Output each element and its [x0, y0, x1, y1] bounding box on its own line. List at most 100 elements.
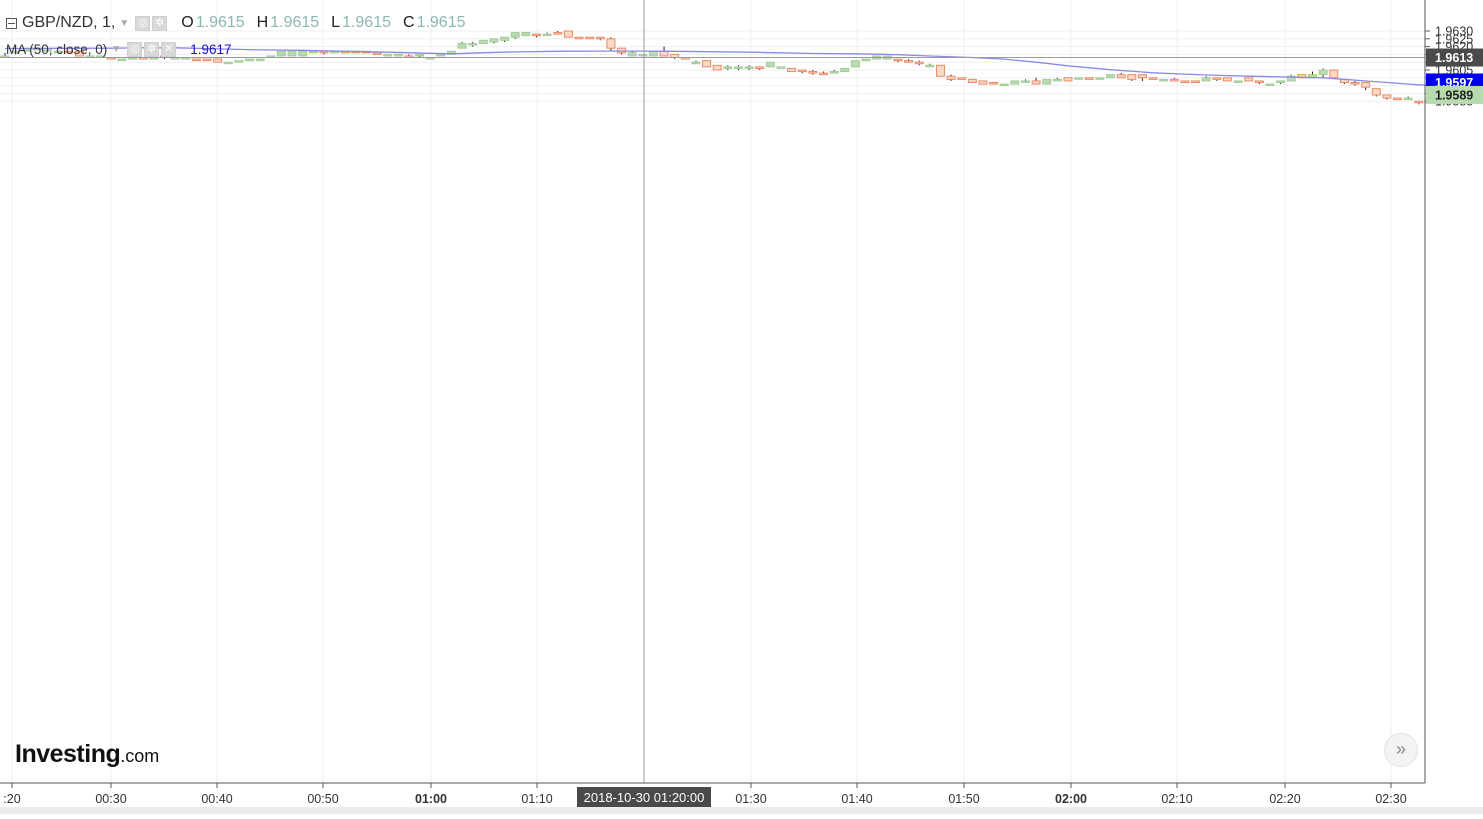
candle-body — [500, 36, 510, 41]
candle-body — [276, 50, 286, 57]
ma-dropdown-caret-icon[interactable]: ▼ — [111, 44, 122, 55]
candle-body — [478, 39, 488, 44]
candle-body — [1350, 81, 1360, 85]
candle-body — [1159, 78, 1169, 82]
candle-body — [978, 80, 988, 85]
candle-body — [1169, 78, 1179, 82]
candle-body — [819, 72, 829, 76]
candle-body — [1254, 80, 1264, 83]
candle-body — [1201, 77, 1211, 82]
candle-body — [904, 60, 914, 63]
candle-body — [43, 49, 53, 52]
x-tick-label: 01:10 — [521, 792, 552, 806]
y-tick-label: 1.9630 — [1435, 25, 1473, 39]
candle-body — [1286, 75, 1296, 82]
candle-body — [1276, 80, 1286, 83]
candle-body — [468, 42, 478, 46]
candle-body — [787, 67, 797, 73]
candle-body — [1329, 69, 1339, 79]
candle-body — [1414, 100, 1424, 104]
x-tick-label: 02:20 — [1269, 792, 1300, 806]
candle-body — [776, 66, 786, 69]
candle-body — [287, 50, 297, 57]
candle-body — [1371, 88, 1381, 96]
crosshair: 2018-10-30 01:20:00 — [0, 0, 1425, 808]
candle-body — [489, 38, 499, 43]
grid — [0, 0, 1425, 783]
symbol-label[interactable]: GBP/NZD, 1, — [22, 14, 116, 31]
candle-body — [691, 61, 701, 65]
candle-body — [648, 50, 658, 57]
ma-settings-icon[interactable]: ✲ — [144, 42, 160, 57]
candle-body — [702, 60, 712, 68]
candle-body — [999, 83, 1009, 87]
candle-body — [659, 50, 669, 57]
dropdown-caret-icon[interactable]: ▼ — [119, 17, 130, 29]
x-tick-label: 00:30 — [95, 792, 126, 806]
high-value: 1.9615 — [270, 14, 320, 31]
candle-body — [298, 50, 308, 57]
candle-body — [638, 53, 648, 57]
candle-body — [1222, 77, 1232, 82]
x-tick-label: 00:50 — [307, 792, 338, 806]
bottom-scrollbar[interactable] — [0, 807, 1483, 814]
y-tick-label: 1.9625 — [1435, 32, 1473, 46]
ma-visibility-icon[interactable]: ◎ — [127, 42, 143, 57]
candle-body — [223, 61, 233, 65]
low-label: L — [331, 14, 341, 31]
candle-body — [606, 38, 616, 49]
candle-body — [1361, 81, 1371, 88]
candle-body — [1244, 77, 1254, 82]
candle-body — [436, 53, 446, 57]
candle-body — [1127, 74, 1137, 80]
candle-body — [553, 32, 563, 35]
crosshair-time-box — [577, 787, 711, 808]
candle-body — [797, 69, 807, 73]
candle-body — [117, 58, 127, 62]
visibility-icon[interactable]: ◎ — [135, 15, 151, 31]
logo-suffix-text: .com — [120, 746, 160, 766]
open-value: 1.9615 — [195, 14, 245, 31]
candle-body — [1063, 77, 1073, 82]
x-tick-label: 02:30 — [1375, 792, 1406, 806]
candle-body — [510, 32, 520, 38]
candle-body — [733, 66, 743, 69]
candle-body — [308, 50, 318, 54]
candle-body — [213, 58, 223, 63]
crosshair-price-tag-box — [1426, 48, 1483, 67]
crosshair-time-label: 2018-10-30 01:20:00 — [584, 790, 705, 805]
candle-body — [1382, 94, 1392, 99]
candle-body — [925, 64, 935, 68]
candle-body — [585, 36, 595, 40]
candle-body — [765, 61, 775, 68]
candle-body — [1095, 77, 1105, 80]
ma-indicator-label[interactable]: MA (50, close, 0) — [6, 42, 108, 57]
candle-body — [244, 58, 254, 62]
collapse-icon[interactable] — [6, 17, 17, 29]
candle-body — [595, 36, 605, 40]
x-tick-label: 01:30 — [735, 792, 766, 806]
ma-remove-icon[interactable]: ✕ — [161, 42, 177, 57]
ma-indicator-value: 1.9617 — [190, 42, 232, 57]
settings-icon[interactable]: ✲ — [152, 15, 168, 31]
candle-body — [1106, 74, 1116, 79]
candle-body — [1403, 97, 1413, 101]
candle-body — [627, 52, 637, 57]
x-tick-label: 01:00 — [415, 792, 447, 806]
crosshair-price-tag-label: 1.9613 — [1435, 51, 1473, 65]
candle-body — [11, 50, 21, 54]
scroll-to-realtime-button[interactable]: » — [1384, 733, 1418, 767]
x-tick-label: 01:50 — [948, 792, 979, 806]
candle-body — [191, 58, 201, 62]
symbol-legend: GBP/NZD, 1, ▼ ◎ ✲ O 1.9615 H 1.9615 L 1.… — [6, 14, 466, 32]
candle-body — [1116, 74, 1126, 79]
x-tick-label: 00:40 — [201, 792, 232, 806]
candle-body — [521, 32, 531, 37]
candle-body — [850, 60, 860, 68]
candle-body — [1084, 77, 1094, 80]
moving-average — [4, 47, 1430, 86]
candle-body — [563, 30, 573, 38]
open-label: O — [181, 14, 194, 31]
